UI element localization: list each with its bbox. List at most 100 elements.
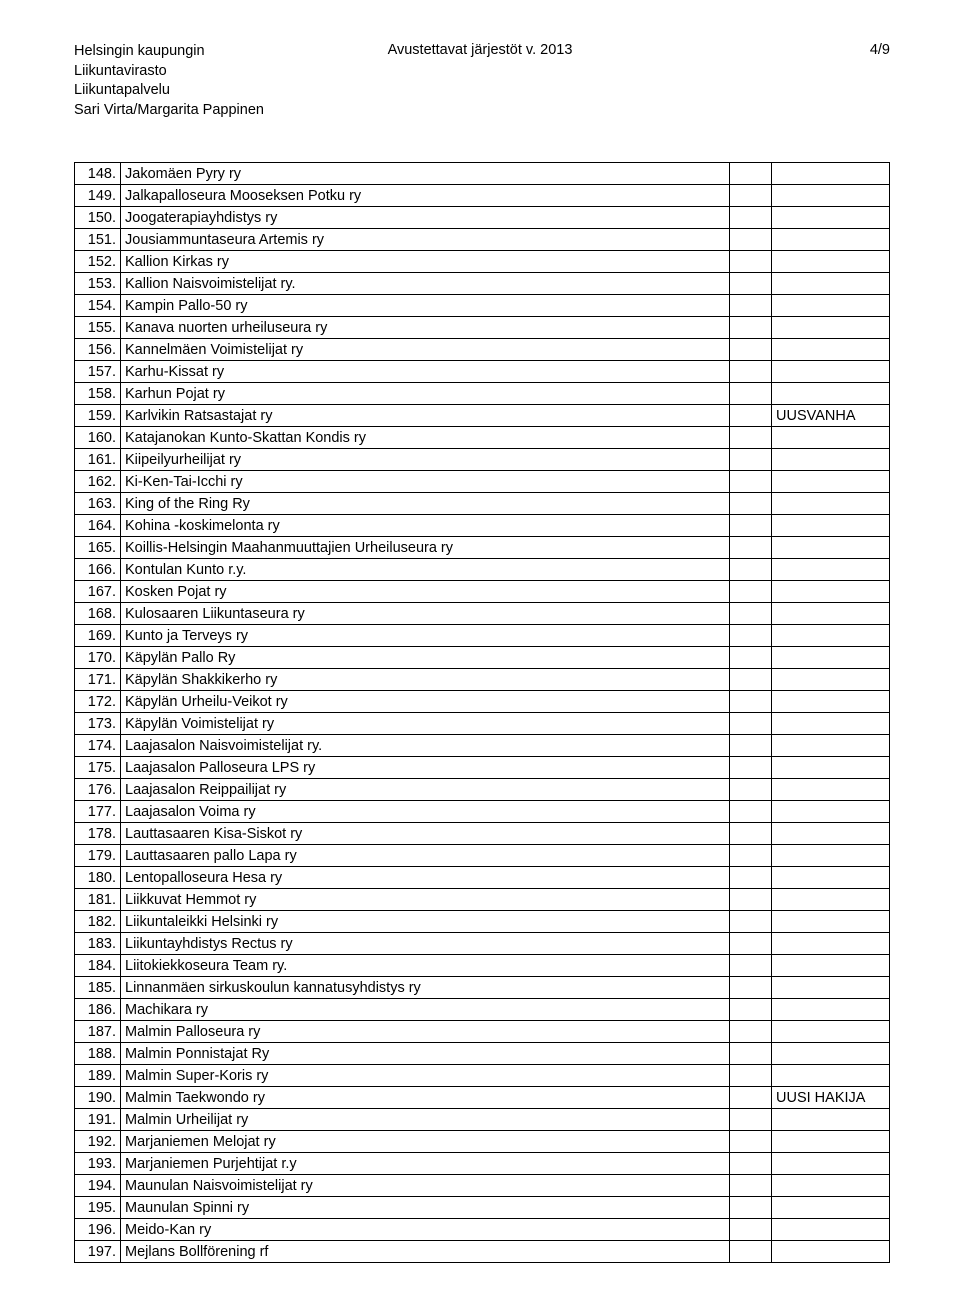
row-number: 170. xyxy=(75,647,121,669)
row-note xyxy=(772,339,890,361)
table-row: 158.Karhun Pojat ry xyxy=(75,383,890,405)
row-org-name: Linnanmäen sirkuskoulun kannatusyhdistys… xyxy=(121,977,730,999)
table-row: 194.Maunulan Naisvoimistelijat ry xyxy=(75,1175,890,1197)
table-row: 176.Laajasalon Reippailijat ry xyxy=(75,779,890,801)
row-org-name: Käpylän Voimistelijat ry xyxy=(121,713,730,735)
table-row: 192.Marjaniemen Melojat ry xyxy=(75,1131,890,1153)
row-org-name: Marjaniemen Purjehtijat r.y xyxy=(121,1153,730,1175)
row-note xyxy=(772,1153,890,1175)
row-number: 180. xyxy=(75,867,121,889)
table-row: 150.Joogaterapiayhdistys ry xyxy=(75,207,890,229)
table-row: 157.Karhu-Kissat ry xyxy=(75,361,890,383)
row-col3 xyxy=(730,625,772,647)
row-note xyxy=(772,889,890,911)
row-note xyxy=(772,867,890,889)
row-col3 xyxy=(730,515,772,537)
row-number: 176. xyxy=(75,779,121,801)
row-note xyxy=(772,383,890,405)
row-number: 186. xyxy=(75,999,121,1021)
row-org-name: Kohina -koskimelonta ry xyxy=(121,515,730,537)
row-org-name: Kunto ja Terveys ry xyxy=(121,625,730,647)
row-note xyxy=(772,449,890,471)
row-number: 152. xyxy=(75,251,121,273)
row-col3 xyxy=(730,251,772,273)
table-row: 193.Marjaniemen Purjehtijat r.y xyxy=(75,1153,890,1175)
row-note xyxy=(772,603,890,625)
row-col3 xyxy=(730,405,772,427)
table-row: 154.Kampin Pallo-50 ry xyxy=(75,295,890,317)
row-col3 xyxy=(730,867,772,889)
organizations-table: 148.Jakomäen Pyry ry149.Jalkapalloseura … xyxy=(74,162,890,1263)
row-number: 158. xyxy=(75,383,121,405)
table-row: 153.Kallion Naisvoimistelijat ry. xyxy=(75,273,890,295)
row-col3 xyxy=(730,669,772,691)
row-org-name: Maunulan Naisvoimistelijat ry xyxy=(121,1175,730,1197)
page-indicator: 4/9 xyxy=(870,42,890,58)
row-org-name: Malmin Ponnistajat Ry xyxy=(121,1043,730,1065)
row-number: 197. xyxy=(75,1241,121,1263)
row-col3 xyxy=(730,845,772,867)
row-note xyxy=(772,559,890,581)
row-note xyxy=(772,471,890,493)
row-note: UUSI HAKIJA xyxy=(772,1087,890,1109)
row-col3 xyxy=(730,581,772,603)
row-note xyxy=(772,933,890,955)
row-col3 xyxy=(730,801,772,823)
row-number: 184. xyxy=(75,955,121,977)
row-col3 xyxy=(730,1131,772,1153)
row-col3 xyxy=(730,383,772,405)
row-col3 xyxy=(730,999,772,1021)
row-org-name: Lentopalloseura Hesa ry xyxy=(121,867,730,889)
table-row: 177.Laajasalon Voima ry xyxy=(75,801,890,823)
row-col3 xyxy=(730,1109,772,1131)
row-note xyxy=(772,273,890,295)
row-org-name: Kampin Pallo-50 ry xyxy=(121,295,730,317)
table-row: 156.Kannelmäen Voimistelijat ry xyxy=(75,339,890,361)
row-org-name: Ki-Ken-Tai-Icchi ry xyxy=(121,471,730,493)
row-number: 150. xyxy=(75,207,121,229)
table-row: 189.Malmin Super-Koris ry xyxy=(75,1065,890,1087)
row-note xyxy=(772,779,890,801)
row-col3 xyxy=(730,757,772,779)
row-org-name: Jousiammuntaseura Artemis ry xyxy=(121,229,730,251)
table-row: 160.Katajanokan Kunto-Skattan Kondis ry xyxy=(75,427,890,449)
table-row: 196.Meido-Kan ry xyxy=(75,1219,890,1241)
row-org-name: Mejlans Bollförening rf xyxy=(121,1241,730,1263)
row-col3 xyxy=(730,427,772,449)
row-note xyxy=(772,251,890,273)
row-col3 xyxy=(730,1021,772,1043)
row-number: 191. xyxy=(75,1109,121,1131)
row-col3 xyxy=(730,471,772,493)
table-row: 171.Käpylän Shakkikerho ry xyxy=(75,669,890,691)
row-note xyxy=(772,845,890,867)
row-org-name: Malmin Super-Koris ry xyxy=(121,1065,730,1087)
row-org-name: Käpylän Urheilu-Veikot ry xyxy=(121,691,730,713)
row-org-name: Kannelmäen Voimistelijat ry xyxy=(121,339,730,361)
row-number: 157. xyxy=(75,361,121,383)
row-col3 xyxy=(730,449,772,471)
row-col3 xyxy=(730,229,772,251)
row-note xyxy=(772,427,890,449)
row-note xyxy=(772,317,890,339)
row-col3 xyxy=(730,1065,772,1087)
row-org-name: Kanava nuorten urheiluseura ry xyxy=(121,317,730,339)
row-number: 151. xyxy=(75,229,121,251)
row-number: 178. xyxy=(75,823,121,845)
row-number: 149. xyxy=(75,185,121,207)
row-col3 xyxy=(730,1241,772,1263)
row-note xyxy=(772,581,890,603)
row-col3 xyxy=(730,955,772,977)
row-number: 195. xyxy=(75,1197,121,1219)
row-org-name: Karhun Pojat ry xyxy=(121,383,730,405)
row-note xyxy=(772,1043,890,1065)
row-org-name: Laajasalon Reippailijat ry xyxy=(121,779,730,801)
row-org-name: Machikara ry xyxy=(121,999,730,1021)
row-note xyxy=(772,735,890,757)
row-note xyxy=(772,625,890,647)
row-number: 171. xyxy=(75,669,121,691)
row-org-name: Meido-Kan ry xyxy=(121,1219,730,1241)
table-row: 149.Jalkapalloseura Mooseksen Potku ry xyxy=(75,185,890,207)
row-note xyxy=(772,955,890,977)
table-row: 163.King of the Ring Ry xyxy=(75,493,890,515)
row-number: 168. xyxy=(75,603,121,625)
